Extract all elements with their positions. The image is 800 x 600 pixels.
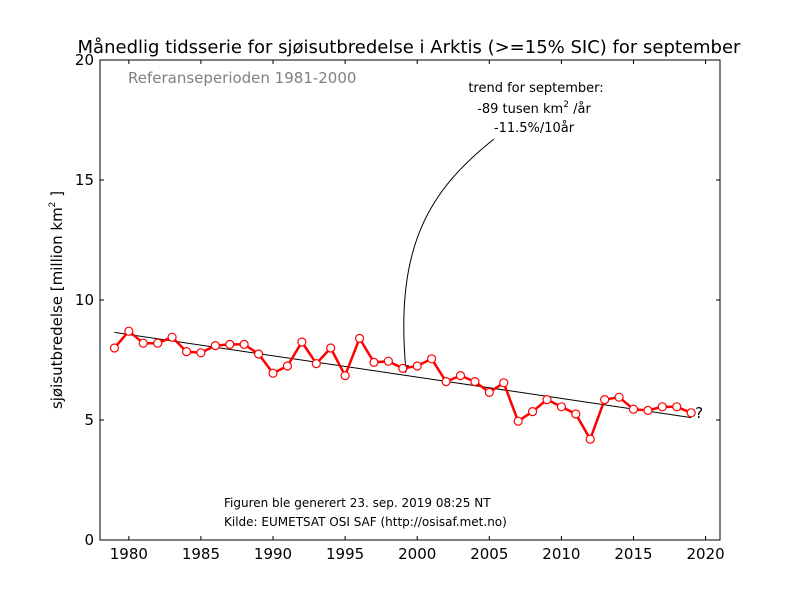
x-tick-label: 2000 bbox=[398, 545, 436, 563]
x-tick-label: 1980 bbox=[110, 545, 148, 563]
data-point bbox=[614, 392, 624, 402]
data-point bbox=[282, 361, 293, 371]
data-point bbox=[109, 343, 120, 353]
data-point bbox=[138, 338, 148, 348]
axis-ticks: 1980 1985 1990 1995 2000 2005 2010 2015 20200510… bbox=[75, 51, 725, 563]
data-point bbox=[383, 356, 393, 366]
data-point bbox=[167, 332, 177, 342]
data-point bbox=[527, 407, 538, 417]
x-tick-label: 1985 bbox=[182, 545, 220, 563]
data-point bbox=[254, 349, 264, 359]
y-tick-label: 5 bbox=[84, 411, 94, 429]
data-point bbox=[239, 339, 249, 349]
x-tick-label: 1995 bbox=[326, 545, 364, 563]
data-point bbox=[484, 387, 494, 397]
data-point bbox=[326, 343, 336, 353]
trend-percent: -11.5%/10år bbox=[494, 121, 575, 136]
x-tick-label: 2020 bbox=[686, 545, 724, 563]
y-tick-label: 15 bbox=[75, 171, 94, 189]
data-point bbox=[513, 416, 523, 426]
trend-arrow bbox=[403, 138, 495, 368]
trend-annotation: trend for september: -89 tusen km2 /år -… bbox=[402, 81, 604, 374]
data-point bbox=[398, 363, 408, 373]
data-point bbox=[412, 361, 422, 371]
data-point bbox=[585, 434, 595, 444]
data-point bbox=[354, 333, 365, 343]
data-point bbox=[499, 378, 509, 388]
data-point bbox=[600, 395, 610, 405]
trend-rate-unit: /år bbox=[569, 102, 591, 117]
data-point bbox=[225, 339, 235, 349]
x-tick-label: 2010 bbox=[542, 545, 580, 563]
data-point bbox=[571, 409, 581, 419]
y-tick-label: 20 bbox=[75, 51, 94, 69]
data-point bbox=[643, 405, 653, 415]
data-point bbox=[427, 354, 437, 364]
x-tick-label: 2015 bbox=[614, 545, 652, 563]
trend-rate-superscript: 2 bbox=[563, 100, 569, 110]
data-point bbox=[672, 402, 682, 412]
y-axis-label-main: sjøisutbredelse [million km bbox=[48, 207, 66, 409]
data-point bbox=[153, 338, 163, 348]
data-point bbox=[628, 404, 639, 414]
data-point bbox=[268, 368, 278, 378]
data-point bbox=[340, 371, 350, 381]
data-point bbox=[657, 402, 667, 412]
data-point bbox=[297, 337, 307, 347]
series-layer bbox=[109, 326, 696, 444]
data-point bbox=[556, 402, 566, 412]
x-tick-label: 2005 bbox=[470, 545, 508, 563]
data-point bbox=[181, 347, 192, 357]
trend-title: trend for september: bbox=[468, 81, 603, 96]
chart-title: Månedlig tidsserie for sjøisutbredelse i… bbox=[78, 37, 742, 58]
y-tick-label: 10 bbox=[75, 291, 94, 309]
data-point bbox=[542, 395, 552, 405]
data-point bbox=[441, 377, 451, 387]
y-axis-label-superscript: 2 bbox=[48, 202, 58, 208]
data-point bbox=[311, 359, 321, 369]
trend-rate: -89 tusen km2 /år bbox=[477, 100, 591, 117]
y-axis-label-bracket: ] bbox=[48, 191, 66, 202]
generated-note: Figuren ble generert 23. sep. 2019 08:25… bbox=[224, 496, 491, 510]
data-point bbox=[455, 371, 466, 381]
data-point bbox=[686, 408, 696, 418]
y-tick-label: 0 bbox=[84, 531, 94, 549]
data-point bbox=[369, 357, 379, 367]
data-point bbox=[124, 326, 134, 336]
question-mark-label: ? bbox=[695, 404, 703, 422]
trend-rate-main: -89 tusen km bbox=[477, 102, 563, 117]
data-point bbox=[196, 348, 206, 358]
reference-period-label: Referanseperioden 1981-2000 bbox=[128, 69, 356, 87]
y-axis-label: sjøisutbredelse [million km2 ] bbox=[48, 191, 66, 409]
data-point bbox=[210, 341, 220, 351]
data-points bbox=[109, 326, 696, 444]
source-note: Kilde: EUMETSAT OSI SAF (http://osisaf.m… bbox=[224, 515, 507, 529]
data-point bbox=[470, 377, 480, 387]
x-tick-label: 1990 bbox=[254, 545, 292, 563]
